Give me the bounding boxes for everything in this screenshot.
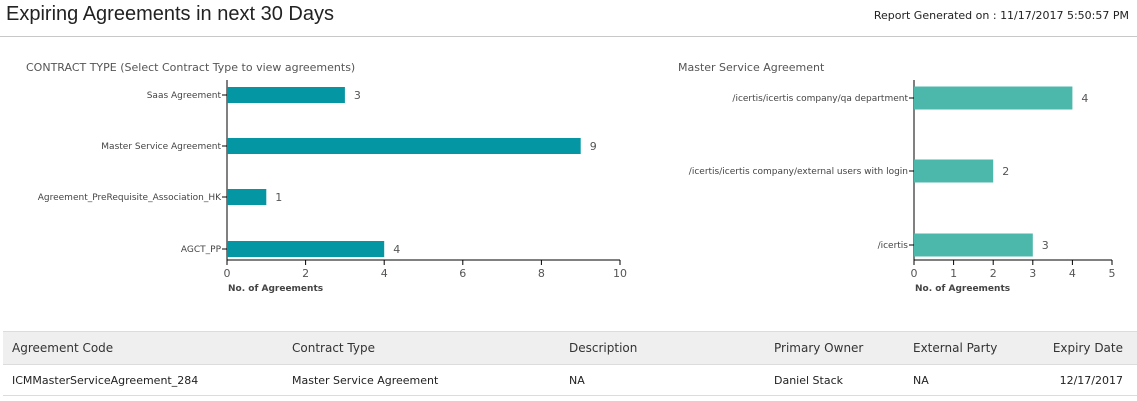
msa-bar-chart[interactable]: 0 1 2 3 4 5 No. of Agreements/icertis/icertis …: [0, 0, 1137, 300]
column-header-contract-type[interactable]: Contract Type: [283, 331, 560, 365]
contract-type-x-tick-label: 10: [613, 267, 627, 280]
contract-type-category-label: Agreement_PreRequisite_Association_HK: [38, 193, 222, 203]
table-row: ICMMasterServiceAgreement_284 Master Ser…: [3, 364, 1137, 396]
msa-category-label: /icertis/icertis company/external users …: [689, 167, 908, 177]
contract-type-x-tick-label: 8: [538, 267, 545, 280]
msa-x-tick-label: 5: [1109, 267, 1116, 280]
report-generated-timestamp: 11/17/2017 5:50:57 PM: [1000, 9, 1129, 22]
table-header-row: Agreement Code Contract Type Description…: [3, 331, 1137, 365]
msa-x-axis-label: No. of Agreements: [915, 284, 1010, 294]
contract-type-category-label: Saas Agreement: [147, 91, 222, 101]
expiry-date-cell: 12/17/2017: [1039, 364, 1137, 396]
contract-type-x-tick-label: 4: [381, 267, 388, 280]
contract-type-x-tick-label: 2: [302, 267, 309, 280]
msa-x-tick-label: 1: [950, 267, 957, 280]
external-party-cell: NA: [904, 364, 1039, 396]
msa-bar[interactable]: [914, 233, 1033, 257]
report-generated: Report Generated on : 11/17/2017 5:50:57…: [874, 9, 1129, 22]
contract-type-x-tick-label: 6: [459, 267, 466, 280]
msa-x-tick-label: 2: [990, 267, 997, 280]
column-header-expiry-date[interactable]: Expiry Date: [1039, 331, 1137, 365]
msa-x-tick-label: 0: [911, 267, 918, 280]
msa-chart-title: Master Service Agreement: [678, 61, 825, 74]
msa-x-tick-label: 3: [1029, 267, 1036, 280]
contract-type-value-label: 3: [354, 89, 361, 102]
column-header-agreement-code[interactable]: Agreement Code: [3, 331, 283, 365]
msa-category-label: /icertis: [878, 241, 909, 251]
contract-type-bar[interactable]: [227, 138, 581, 154]
contract-type-value-label: 4: [393, 243, 400, 256]
column-header-primary-owner[interactable]: Primary Owner: [765, 331, 904, 365]
contract-type-x-axis-label: No. of Agreements: [228, 284, 323, 294]
contract-type-bar[interactable]: [227, 87, 345, 103]
agreement-code-link[interactable]: ICMMasterServiceAgreement_284: [3, 364, 283, 396]
msa-bar[interactable]: [914, 86, 1073, 110]
primary-owner-cell: Daniel Stack: [765, 364, 904, 396]
report-generated-label: Report Generated on :: [873, 9, 997, 22]
page-header: Expiring Agreements in next 30 Days Repo…: [0, 0, 1137, 37]
contract-type-value-label: 1: [275, 191, 282, 204]
contract-type-value-label: 9: [590, 140, 597, 153]
msa-value-label: 3: [1042, 239, 1049, 252]
contract-type-category-label: AGCT_PP: [181, 245, 222, 255]
msa-bar[interactable]: [914, 159, 994, 183]
msa-value-label: 2: [1002, 165, 1009, 178]
contract-type-category-label: Master Service Agreement: [101, 142, 221, 152]
description-cell: NA: [560, 364, 765, 396]
contract-type-bar[interactable]: [227, 241, 385, 257]
msa-category-label: /icertis/icertis company/qa department: [732, 94, 908, 104]
msa-x-tick-label: 4: [1069, 267, 1076, 280]
column-header-description[interactable]: Description: [560, 331, 765, 365]
contract-type-chart-title: CONTRACT TYPE (Select Contract Type to v…: [26, 61, 356, 74]
agreements-table: Agreement Code Contract Type Description…: [3, 331, 1137, 396]
contract-type-x-tick-label: 0: [224, 267, 231, 280]
contract-type-cell: Master Service Agreement: [283, 364, 560, 396]
contract-type-bar[interactable]: [227, 189, 267, 205]
column-header-external-party[interactable]: External Party: [904, 331, 1039, 365]
page-title: Expiring Agreements in next 30 Days: [6, 3, 334, 25]
msa-value-label: 4: [1081, 92, 1088, 105]
